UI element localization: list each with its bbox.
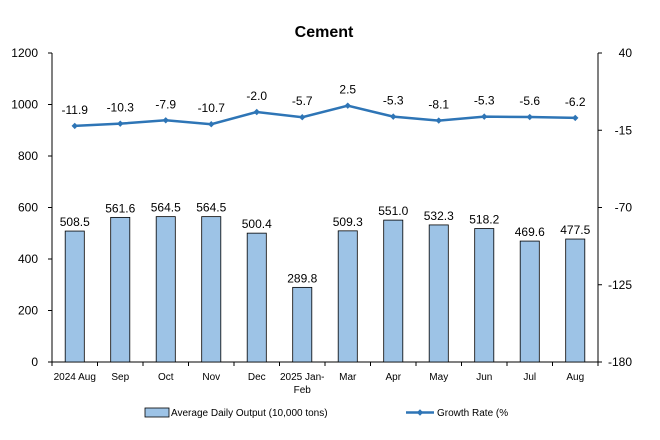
bar-data-label: 509.3 <box>333 215 363 229</box>
bar <box>519 240 540 363</box>
x-tick-label: Jul <box>523 372 536 383</box>
y-right-tick-label: -70 <box>615 201 633 215</box>
y-left-tick-label: 1000 <box>11 98 38 112</box>
y-right-tick-label: -125 <box>608 278 632 292</box>
bar-data-label: 469.6 <box>515 225 545 239</box>
line-data-label: -6.2 <box>565 95 586 109</box>
line-data-label: -5.7 <box>292 94 313 108</box>
bar <box>155 216 176 363</box>
line-marker <box>572 114 579 122</box>
bar-data-label: 500.4 <box>242 217 272 231</box>
line-marker <box>299 113 306 121</box>
bar <box>565 238 586 363</box>
bar <box>428 224 449 363</box>
line-data-label: -10.3 <box>107 101 135 115</box>
x-tick-label: Nov <box>202 372 220 383</box>
x-tick-label: Feb <box>294 385 312 396</box>
line-data-label: -10.7 <box>198 101 226 115</box>
line-marker <box>71 122 78 130</box>
legend-line-marker <box>416 409 424 416</box>
x-tick-label: Apr <box>385 372 401 383</box>
line-marker <box>344 102 351 109</box>
x-tick-label: Oct <box>158 372 174 383</box>
line-marker <box>390 113 397 120</box>
line-marker <box>208 121 215 128</box>
line-data-label: -5.3 <box>383 94 404 108</box>
x-tick-label: 2025 Jan- <box>280 372 324 383</box>
bar <box>474 228 495 363</box>
x-tick-label: Dec <box>248 372 266 383</box>
bar-data-label: 551.0 <box>378 204 408 218</box>
y-left-tick-label: 1200 <box>11 46 38 60</box>
line-marker <box>435 117 442 124</box>
line-data-label: -11.9 <box>62 103 89 117</box>
bar-data-label: 508.5 <box>60 215 90 229</box>
legend-line-label: Growth Rate (% <box>437 408 508 419</box>
legend: Average Daily Output (10,000 tons) Growt… <box>144 407 508 419</box>
bar <box>201 216 222 363</box>
line-data-label: 2.5 <box>339 83 356 97</box>
bar <box>337 230 358 363</box>
bar-data-label: 532.3 <box>424 209 454 223</box>
legend-bar-label: Average Daily Output (10,000 tons) <box>171 408 328 419</box>
line-data-label: -5.6 <box>519 94 540 108</box>
x-tick-label: Sep <box>111 372 129 383</box>
x-tick-label: Aug <box>566 372 584 383</box>
line-marker <box>481 113 488 120</box>
y-left-tick-label: 600 <box>18 201 38 215</box>
line-data-label: -2.0 <box>246 89 267 103</box>
x-tick-label: Mar <box>339 372 357 383</box>
y-right-tick-label: 40 <box>619 46 633 60</box>
bar <box>246 232 267 363</box>
plot-area: 0 200 400 600 800 1000 1200 -180 -125 -70 -15 40 202… <box>11 46 632 396</box>
bar <box>110 216 131 363</box>
bar-data-label: 561.6 <box>105 201 135 215</box>
line-marker <box>253 108 260 116</box>
y-left-tick-label: 400 <box>18 252 38 266</box>
line-marker <box>117 120 124 127</box>
bar-data-label: 477.5 <box>560 223 590 237</box>
line-data-label: -7.9 <box>155 97 176 111</box>
y-right-tick-label: -15 <box>615 123 633 137</box>
x-tick-label: 2024 Aug <box>54 372 96 383</box>
y-left-tick-label: 200 <box>18 304 38 318</box>
bar-data-label: 564.5 <box>196 201 226 215</box>
line-marker <box>526 113 533 121</box>
line-data-label: -8.1 <box>428 98 449 112</box>
bar <box>292 286 313 363</box>
y-left-tick-label: 0 <box>31 355 38 369</box>
bar <box>383 219 404 363</box>
bar-data-label: 564.5 <box>151 201 181 215</box>
bar <box>64 230 85 363</box>
chart-title: Cement <box>295 24 354 41</box>
y-left-tick-label: 800 <box>18 149 38 163</box>
legend-bar-swatch <box>144 407 170 418</box>
line-data-label: -5.3 <box>474 94 495 108</box>
line-marker <box>162 117 169 124</box>
bar-data-label: 518.2 <box>469 213 499 227</box>
y-right-tick-label: -180 <box>608 355 632 369</box>
x-tick-label: Jun <box>476 372 492 383</box>
x-tick-label: May <box>429 372 448 383</box>
bar-data-label: 289.8 <box>287 271 317 285</box>
growth-rate-line <box>74 104 576 128</box>
